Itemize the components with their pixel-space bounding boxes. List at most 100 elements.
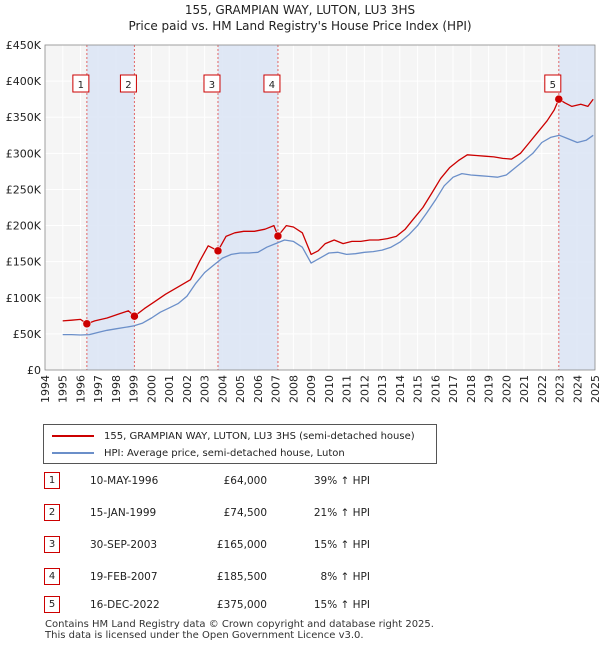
x-tick-label: 2000 xyxy=(145,375,158,403)
y-tick-label: £450K xyxy=(6,39,42,52)
chart-legend: 155, GRAMPIAN WAY, LUTON, LU3 3HS (semi-… xyxy=(43,424,437,464)
x-tick-label: 2024 xyxy=(571,375,584,403)
ownership-period-shade xyxy=(217,45,278,370)
x-tick-label: 2015 xyxy=(412,375,425,403)
legend-label-hpi: HPI: Average price, semi-detached house,… xyxy=(104,447,345,459)
chart-subtitle: Price paid vs. HM Land Registry's House … xyxy=(128,19,472,33)
y-tick-label: £400K xyxy=(6,75,42,88)
sale-number-badge: 4 xyxy=(44,568,60,585)
legend-item-property: 155, GRAMPIAN WAY, LUTON, LU3 3HS (semi-… xyxy=(52,428,415,444)
legend-item-hpi: HPI: Average price, semi-detached house,… xyxy=(52,445,345,461)
sale-hpi-change: 15% ↑ HPI xyxy=(313,599,370,611)
sale-price: £74,500 xyxy=(223,507,267,519)
sale-number-badge: 5 xyxy=(44,596,60,613)
x-tick-label: 1999 xyxy=(128,375,141,403)
footer-licence: This data is licensed under the Open Gov… xyxy=(45,630,364,641)
x-tick-label: 2025 xyxy=(589,375,600,403)
sale-badge-label: 4 xyxy=(269,80,275,91)
sale-number-badge: 2 xyxy=(44,504,60,521)
x-tick-label: 2008 xyxy=(287,375,300,403)
x-tick-label: 2001 xyxy=(163,375,176,403)
sale-badge-label: 5 xyxy=(550,80,556,91)
x-tick-label: 2013 xyxy=(376,375,389,403)
y-tick-label: £200K xyxy=(6,220,42,233)
sale-point xyxy=(554,94,564,104)
sale-badge-box xyxy=(119,74,137,93)
x-tick-label: 1997 xyxy=(92,375,105,403)
y-tick-label: £300K xyxy=(6,147,42,160)
hpi-line xyxy=(62,134,594,336)
sale-number-badge: 1 xyxy=(44,472,60,489)
y-tick-label: £250K xyxy=(6,183,42,196)
sale-date: 16-DEC-2022 xyxy=(90,599,160,611)
x-tick-label: 2016 xyxy=(429,375,442,403)
legend-swatch-hpi xyxy=(52,452,94,454)
sale-badge-label: 2 xyxy=(125,80,131,91)
sale-date: 30-SEP-2003 xyxy=(90,539,158,551)
ownership-period-shade xyxy=(558,45,595,370)
x-tick-label: 1996 xyxy=(74,375,87,403)
footer-copyright: Contains HM Land Registry data © Crown c… xyxy=(45,619,434,630)
sale-badge-box xyxy=(203,74,221,93)
sale-point xyxy=(273,231,283,241)
x-tick-label: 1998 xyxy=(110,375,123,403)
sale-badge-box xyxy=(544,74,562,93)
sale-hpi-change: 21% ↑ HPI xyxy=(313,507,370,519)
x-tick-label: 2014 xyxy=(394,375,407,403)
x-tick-label: 2017 xyxy=(447,375,460,403)
y-tick-label: £0 xyxy=(27,364,41,377)
legend-label-property: 155, GRAMPIAN WAY, LUTON, LU3 3HS (semi-… xyxy=(104,430,415,442)
sale-date: 19-FEB-2007 xyxy=(90,571,158,583)
sale-point xyxy=(130,311,139,321)
sale-row: 2 15-JAN-1999 £74,500 21% ↑ HPI xyxy=(43,504,463,522)
sale-row: 3 30-SEP-2003 £165,000 15% ↑ HPI xyxy=(43,536,463,554)
sale-hpi-change: 8% ↑ HPI xyxy=(320,571,370,583)
sale-date: 10-MAY-1996 xyxy=(90,475,159,487)
sale-price: £185,500 xyxy=(216,571,267,583)
property-price-line xyxy=(62,98,594,325)
y-tick-label: £100K xyxy=(6,292,42,305)
x-tick-label: 2023 xyxy=(554,375,567,403)
sale-number-badge: 3 xyxy=(44,536,60,553)
sale-date: 15-JAN-1999 xyxy=(90,507,157,519)
price-chart: £0 £50K £100K £150K £200K £250K £300K £350K £400… xyxy=(6,39,600,403)
plot-frame xyxy=(44,44,596,371)
chart-title: 155, GRAMPIAN WAY, LUTON, LU3 3HS xyxy=(184,3,416,17)
x-tick-label: 2002 xyxy=(181,375,194,403)
sale-row: 5 16-DEC-2022 £375,000 15% ↑ HPI xyxy=(43,596,463,614)
y-tick-label: £350K xyxy=(6,111,42,124)
x-tick-label: 2005 xyxy=(234,375,247,403)
sale-badge-label: 1 xyxy=(78,80,84,91)
x-tick-label: 2004 xyxy=(216,375,229,403)
x-tick-label: 2006 xyxy=(252,375,265,403)
sale-price: £64,000 xyxy=(223,475,267,487)
sale-price: £375,000 xyxy=(216,599,267,611)
ownership-period-shade xyxy=(86,45,135,370)
sale-point xyxy=(82,319,92,329)
y-tick-label: £50K xyxy=(13,328,42,341)
x-tick-label: 1995 xyxy=(57,375,70,403)
x-tick-label: 2018 xyxy=(465,375,478,403)
x-tick-label: 2009 xyxy=(305,375,318,403)
x-tick-label: 2010 xyxy=(323,375,336,403)
x-tick-label: 1994 xyxy=(39,375,52,403)
x-tick-label: 2012 xyxy=(358,375,371,403)
x-tick-label: 2003 xyxy=(199,375,212,403)
sale-badge-box xyxy=(72,74,90,93)
sale-hpi-change: 15% ↑ HPI xyxy=(313,539,370,551)
sale-row: 1 10-MAY-1996 £64,000 39% ↑ HPI xyxy=(43,472,463,490)
x-tick-label: 2022 xyxy=(536,375,549,403)
x-tick-label: 2011 xyxy=(341,375,354,403)
x-tick-label: 2020 xyxy=(500,375,513,403)
x-tick-label: 2007 xyxy=(270,375,283,403)
sale-badge-label: 3 xyxy=(209,80,215,91)
sale-price: £165,000 xyxy=(216,539,267,551)
legend-swatch-property xyxy=(52,435,94,437)
sale-hpi-change: 39% ↑ HPI xyxy=(313,475,370,487)
x-tick-label: 2019 xyxy=(483,375,496,403)
sale-point xyxy=(213,246,223,256)
x-tick-label: 2021 xyxy=(518,375,531,403)
y-tick-label: £150K xyxy=(6,256,42,269)
sale-badge-box xyxy=(263,74,281,93)
sale-row: 4 19-FEB-2007 £185,500 8% ↑ HPI xyxy=(43,568,463,586)
